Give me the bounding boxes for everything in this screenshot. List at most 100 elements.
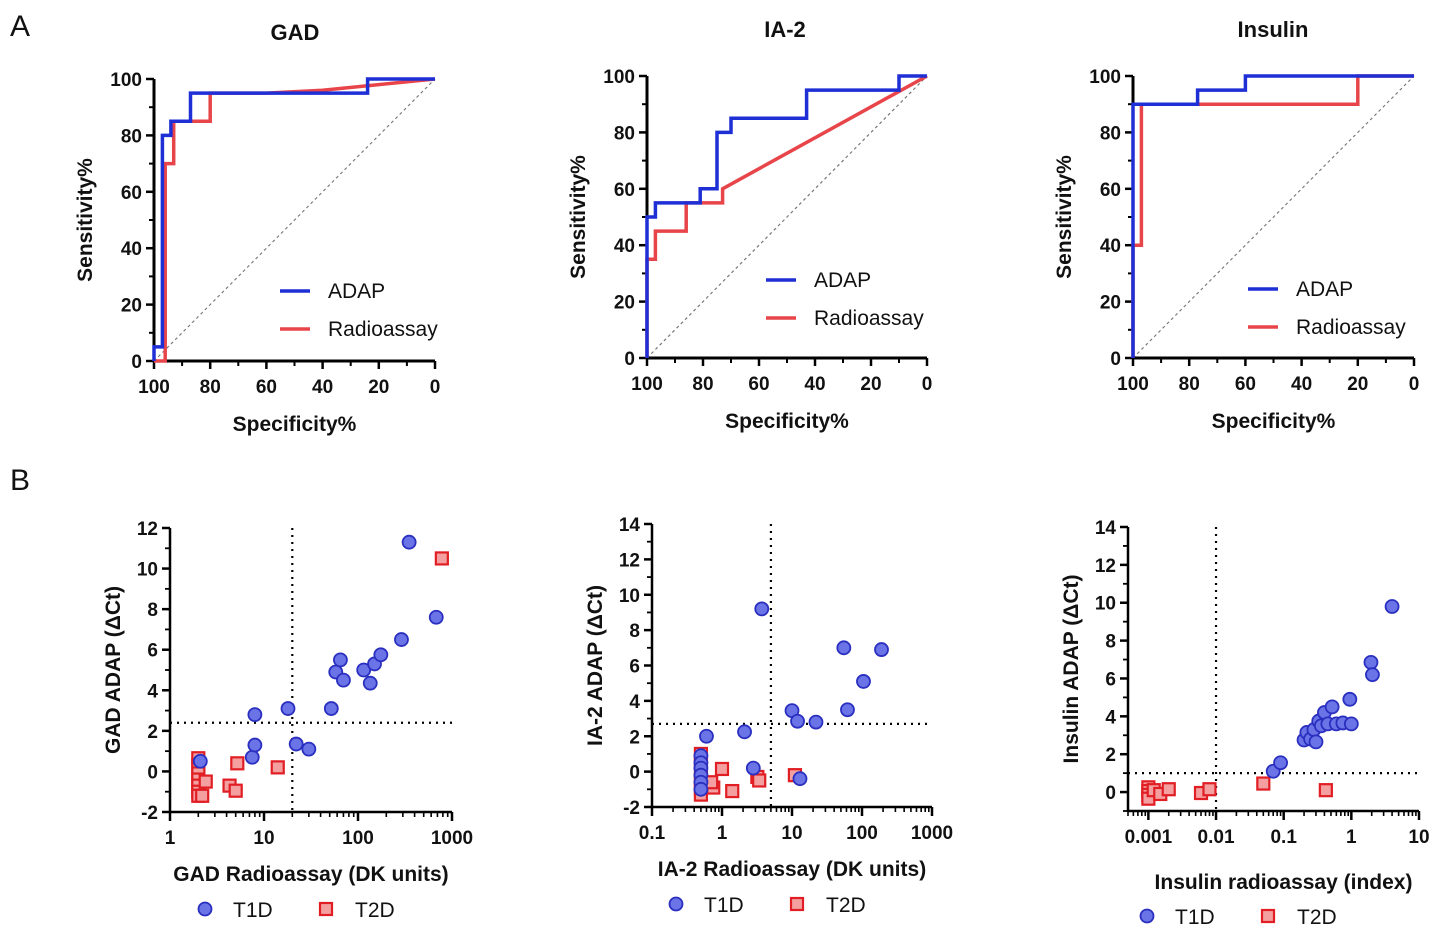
roc-2-x-tick-label: 80 — [692, 374, 713, 395]
roc-3-x-tick-label: 60 — [1235, 374, 1256, 395]
scatter-1-y-label: GAD ADAP (ΔCt) — [102, 586, 125, 754]
scatter-2-legend-marker-t2d — [789, 896, 805, 912]
scatter-1-point-t2d — [230, 756, 245, 771]
scatter-3-x-tick-label: 10 — [1408, 827, 1429, 848]
roc-2-y-tick-label: 0 — [624, 349, 635, 370]
scatter-2-point-t2d — [752, 773, 767, 788]
scatter-2-point-t2d — [714, 761, 730, 777]
roc-3-x-tick-label: 20 — [1347, 374, 1368, 395]
roc-2-y-tick-label: 20 — [614, 293, 635, 314]
scatter-3-point-t1d — [1342, 691, 1358, 707]
scatter-2-point-t1d — [693, 781, 709, 797]
roc-2-y-tick-label: 100 — [603, 67, 635, 88]
roc-1-x-tick-label: 60 — [256, 377, 277, 398]
panel-label-b: B — [10, 464, 30, 497]
scatter-3-x-tick-label: 0.001 — [1125, 827, 1173, 848]
scatter-2-point-t1d — [856, 674, 871, 689]
roc-1-x-tick-label: 0 — [430, 377, 441, 398]
scatter-3-point-t2d — [1256, 776, 1271, 791]
roc-2-legend-label-adap: ADAP — [814, 269, 871, 292]
roc-3-y-tick-label: 60 — [1100, 180, 1121, 201]
roc-3-y-label: Sensitivity% — [1053, 155, 1076, 279]
scatter-3-y-tick-label: 2 — [1105, 745, 1116, 766]
scatter-2-x-tick-label: 1000 — [911, 823, 953, 844]
scatter-1-x-tick-label: 10 — [253, 828, 274, 849]
scatter-1-legend-marker-t1d — [197, 901, 213, 917]
scatter-1-point-t1d — [373, 647, 389, 663]
roc-3-x-tick-label: 80 — [1179, 374, 1200, 395]
scatter-2-legend-marker-t1d — [668, 896, 684, 912]
scatter-1-x-label: GAD Radioassay (DK units) — [173, 863, 448, 886]
scatter-3-y-tick-label: 8 — [1105, 632, 1116, 653]
scatter-1-point-t1d — [394, 632, 409, 647]
roc-2-reference-diagonal — [646, 75, 928, 359]
scatter-1-x-tick-label: 100 — [342, 828, 374, 849]
roc-1-y-label: Sensitivity% — [74, 158, 97, 282]
scatter-3-point-t1d — [1384, 599, 1400, 614]
scatter-2-y-tick-label: 6 — [629, 657, 640, 678]
scatter-2-legend-label-t2d: T2D — [826, 894, 866, 917]
scatter-2-point-t1d — [790, 713, 805, 729]
scatter-2-x-tick-label: 1 — [717, 823, 728, 844]
scatter-3-legend-label-t2d: T2D — [1297, 906, 1337, 928]
roc-2-y-label: Sensitivity% — [567, 155, 590, 279]
scatter-2-point-t1d — [745, 760, 761, 776]
scatter-1-x-tick-label: 1000 — [431, 828, 473, 849]
roc-2-x-tick-label: 60 — [748, 374, 769, 395]
scatter-1-point-t1d — [333, 652, 348, 668]
roc-2-y-tick-label: 80 — [614, 123, 635, 144]
scatter-3-point-t1d — [1324, 699, 1340, 715]
scatter-3-y-tick-label: 12 — [1095, 556, 1116, 577]
roc-2-x-tick-label: 100 — [631, 374, 663, 395]
roc-1-y-tick-label: 60 — [121, 183, 142, 204]
scatter-1-point-t1d — [356, 662, 372, 678]
scatter-1-point-t1d — [244, 749, 260, 765]
roc-1-y-tick-label: 80 — [121, 126, 142, 147]
scatter-1-legend-label-t2d: T2D — [355, 899, 395, 922]
roc-1-reference-diagonal — [153, 78, 436, 362]
scatter-1-y-tick-label: 4 — [147, 681, 158, 702]
scatter-1-legend-label-t1d: T1D — [233, 899, 273, 922]
roc-1-series-adap — [152, 77, 435, 361]
scatter-3-point-t2d — [1318, 783, 1333, 798]
roc-2-x-tick-label: 40 — [804, 374, 825, 395]
scatter-1-point-t2d — [228, 783, 243, 798]
scatter-1-point-t1d — [192, 753, 208, 769]
roc-1-legend-label-radioassay: Radioassay — [328, 318, 438, 341]
scatter-1-point-t2d — [434, 551, 449, 566]
scatter-1-x-tick-label: 1 — [165, 828, 176, 849]
roc-2-x-tick-label: 20 — [860, 374, 881, 395]
roc-3-y-tick-label: 20 — [1100, 293, 1121, 314]
scatter-3-point-t2d — [1161, 782, 1176, 797]
roc-3-reference-diagonal — [1132, 75, 1415, 359]
roc-3-y-tick-label: 80 — [1100, 123, 1121, 144]
scatter-2-point-t1d — [737, 724, 752, 740]
scatter-1-point-t2d — [198, 774, 213, 789]
roc-1-x-tick-label: 80 — [200, 377, 221, 398]
scatter-1-point-t1d — [362, 675, 378, 691]
scatter-3-y-tick-label: 4 — [1105, 707, 1116, 728]
roc-3-x-label: Specificity% — [1212, 410, 1336, 433]
scatter-1-point-t1d — [247, 737, 263, 753]
scatter-1-y-tick-label: 6 — [147, 641, 158, 662]
scatter-2-y-tick-label: 0 — [629, 763, 640, 784]
roc-1-title: GAD — [271, 20, 320, 45]
roc-3-legend-label-radioassay: Radioassay — [1296, 316, 1406, 339]
roc-3-title: Insulin — [1238, 17, 1309, 42]
scatter-2-y-label: IA-2 ADAP (ΔCt) — [584, 585, 607, 746]
scatter-2-point-t1d — [840, 702, 855, 718]
scatter-1-point-t1d — [301, 741, 317, 757]
scatter-3-y-tick-label: 14 — [1095, 518, 1117, 539]
roc-3-x-tick-label: 40 — [1291, 374, 1312, 395]
scatter-3-x-tick-label: 1 — [1346, 827, 1357, 848]
scatter-2-x-tick-label: 100 — [846, 823, 878, 844]
roc-1-x-tick-label: 20 — [368, 377, 389, 398]
scatter-2-y-tick-label: -2 — [623, 798, 640, 819]
scatter-2-point-t1d — [808, 714, 824, 730]
scatter-2-point-t1d — [836, 640, 852, 656]
scatter-2-y-tick-label: 2 — [629, 727, 640, 748]
scatter-3-y-label: Insulin ADAP (ΔCt) — [1060, 575, 1083, 764]
scatter-3-point-t1d — [1273, 755, 1288, 771]
scatter-1-y-tick-label: 2 — [147, 722, 158, 743]
